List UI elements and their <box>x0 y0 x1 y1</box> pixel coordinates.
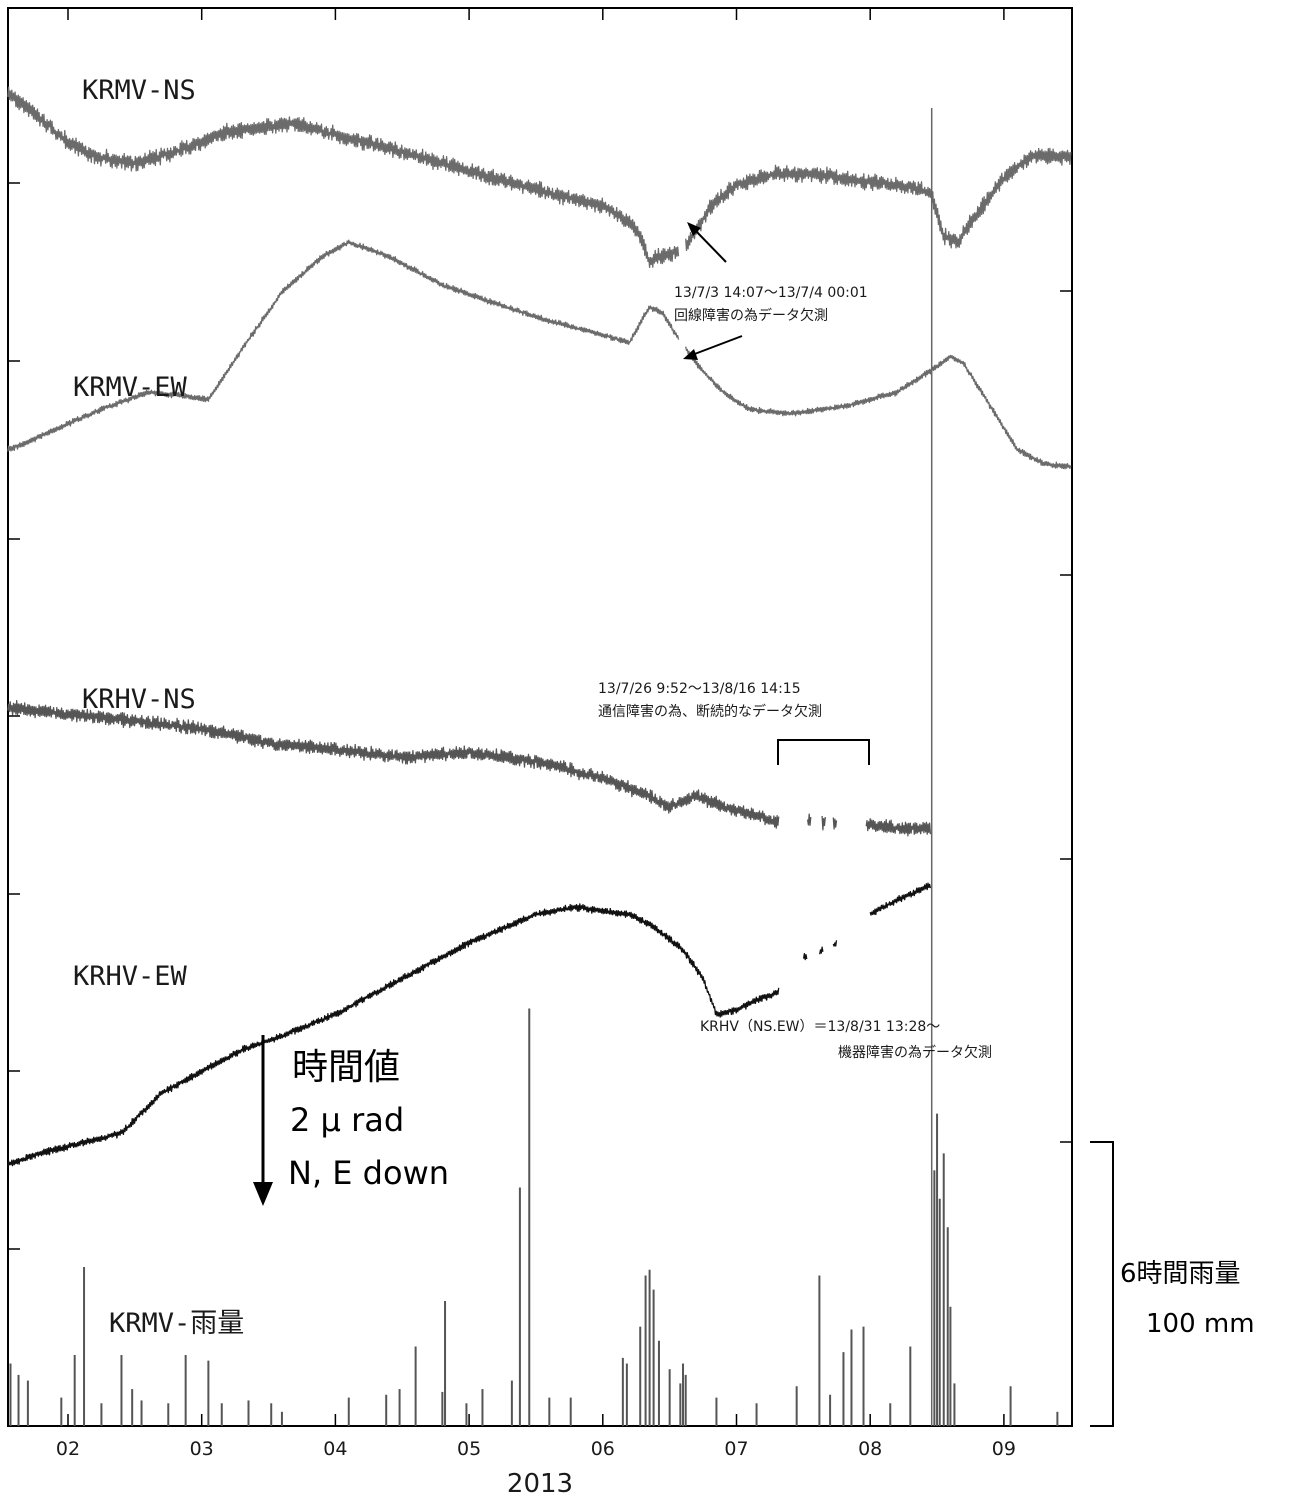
scale-amount: 2 μ rad <box>290 1101 404 1139</box>
series-line-krmv-ew <box>7 239 1072 470</box>
right-y-ticks <box>1060 7 1072 1143</box>
series-lines <box>7 86 1072 1168</box>
down-arrow-icon <box>253 1035 273 1206</box>
x-axis: 02 03 04 05 06 07 08 09 <box>56 8 1016 1460</box>
label-krhv-ns: KRHV-NS <box>82 684 196 715</box>
rain-scale-amount: 100 mm <box>1146 1309 1255 1339</box>
x-tick-label: 09 <box>992 1438 1016 1460</box>
x-axis-year: 2013 <box>507 1469 573 1499</box>
scale-title: 時間値 <box>292 1047 400 1088</box>
x-tick-label: 04 <box>323 1438 347 1460</box>
x-tick-label: 06 <box>591 1438 615 1460</box>
series-line-krhv-ew <box>7 882 932 1168</box>
series-line-krhv-ns <box>7 700 932 837</box>
label-krmv-ew: KRMV-EW <box>73 372 188 403</box>
note-krhv-gap-1: 13/7/26 9:52～13/8/16 14:15 <box>598 681 801 697</box>
series-line-krmv-ns <box>7 86 1072 269</box>
note-krhv-stop-1: KRHV（NS.EW）＝13/8/31 13:28～ <box>700 1019 940 1035</box>
x-tick-label: 03 <box>190 1438 214 1460</box>
note-krmv-gap-2: 回線障害の為データ欠測 <box>674 307 828 324</box>
note-krhv-gap-2: 通信障害の為、断続的なデータ欠測 <box>598 703 822 720</box>
x-tick-label: 07 <box>724 1438 748 1460</box>
label-krmv-rain: KRMV-雨量 <box>109 1308 244 1339</box>
label-krmv-ns: KRMV-NS <box>82 75 196 106</box>
x-tick-label: 02 <box>56 1438 80 1460</box>
rain-scale-title: 6時間雨量 <box>1120 1259 1241 1289</box>
x-tick-label: 08 <box>858 1438 882 1460</box>
rain-bars <box>9 1008 1059 1426</box>
rain-scale-bracket <box>1090 1141 1114 1427</box>
left-y-ticks <box>8 182 20 1250</box>
plot-frame <box>7 7 1073 1427</box>
note-krmv-gap-1: 13/7/3 14:07～13/7/4 00:01 <box>674 285 868 301</box>
scale-direction: N, E down <box>288 1154 449 1192</box>
x-tick-label: 05 <box>457 1438 481 1460</box>
note-krhv-stop-2: 機器障害の為データ欠測 <box>838 1044 992 1061</box>
arrow-krmv-ew-icon <box>683 335 743 360</box>
gap-bracket <box>777 739 870 765</box>
arrow-krmv-ns-icon <box>687 222 727 263</box>
label-krhv-ew: KRHV-EW <box>73 961 188 992</box>
